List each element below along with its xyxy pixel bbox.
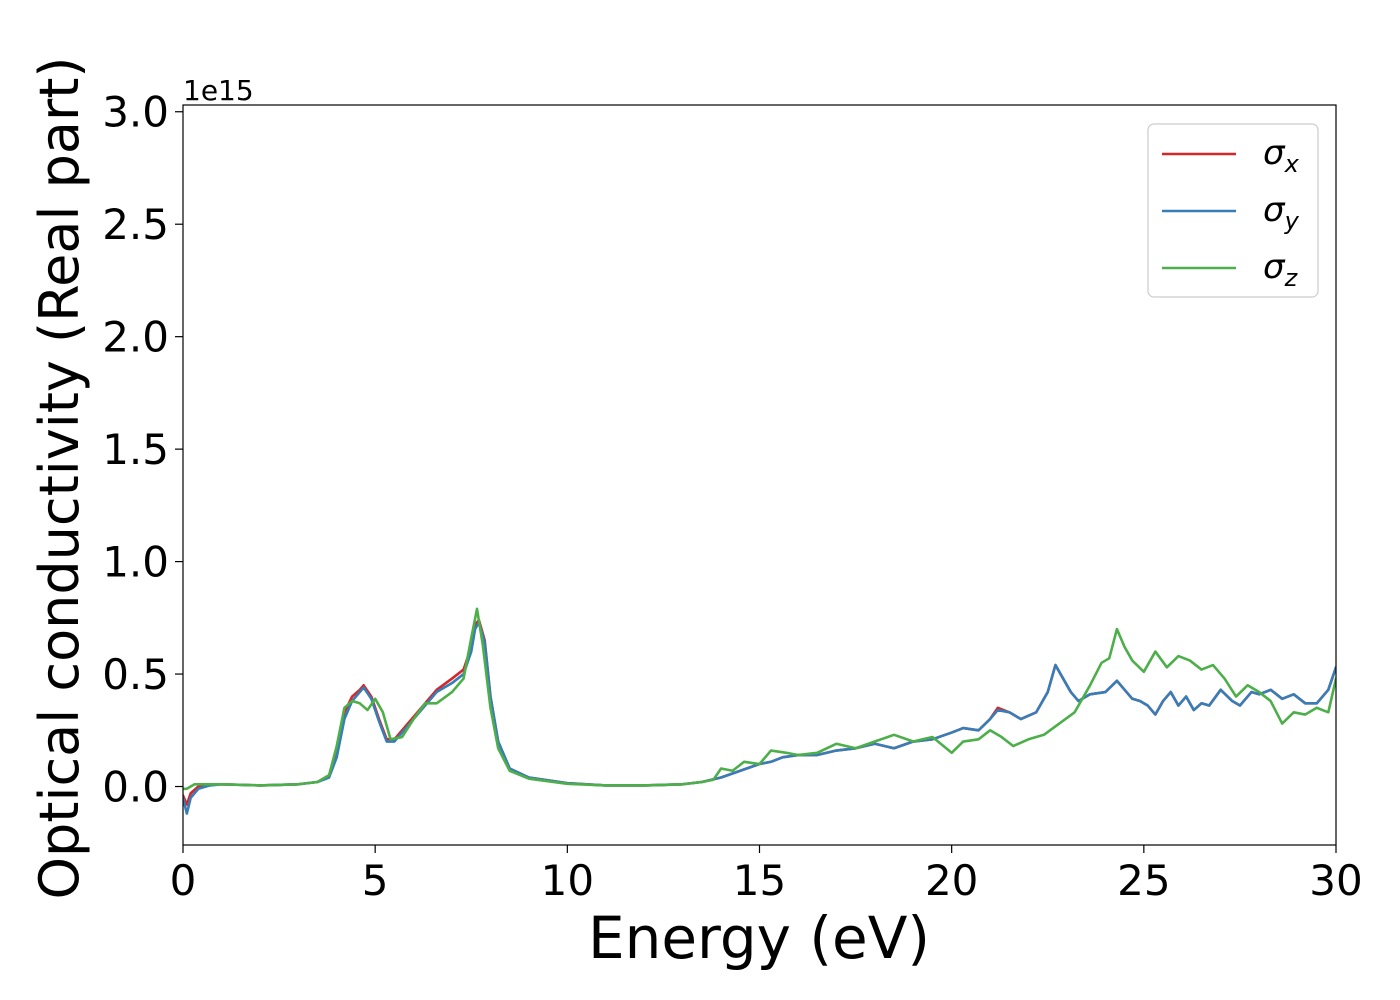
y-axis: 0.0 0.5 1.0 1.5 2.0 2.5 3.0	[102, 88, 183, 812]
x-tick-label: 20	[925, 856, 978, 905]
y-axis-label: Optical conductivity (Real part)	[28, 57, 91, 900]
y-tick-label: 3.0	[102, 88, 169, 137]
legend-symbol: σ	[1263, 247, 1286, 287]
legend-symbol: σ	[1263, 133, 1286, 173]
legend-symbol: σ	[1263, 190, 1286, 230]
y-tick-label: 2.5	[102, 200, 169, 249]
legend-label: σz	[1263, 247, 1299, 292]
legend-subscript: x	[1284, 150, 1300, 178]
x-axis-label: Energy (eV)	[588, 904, 930, 972]
y-tick-label: 1.0	[102, 538, 169, 587]
x-tick-label: 0	[170, 856, 197, 905]
legend-subscript: z	[1284, 264, 1299, 292]
y-tick-label: 2.0	[102, 313, 169, 362]
x-axis: 0 5 10 15 20 25 30	[170, 845, 1363, 905]
legend-label: σy	[1263, 190, 1300, 235]
x-tick-label: 30	[1309, 856, 1362, 905]
legend-label: σx	[1263, 133, 1300, 178]
x-tick-label: 10	[541, 856, 594, 905]
legend-subscript: y	[1284, 207, 1300, 235]
y-tick-label: 0.0	[102, 763, 169, 812]
y-axis-offset-text: 1e15	[183, 74, 254, 107]
x-tick-label: 25	[1117, 856, 1170, 905]
x-tick-label: 15	[733, 856, 786, 905]
y-tick-label: 1.5	[102, 425, 169, 474]
series-layer	[183, 607, 1336, 815]
series-line-2	[183, 621, 1336, 815]
y-tick-label: 0.5	[102, 650, 169, 699]
series-line-3	[183, 607, 1336, 791]
x-tick-label: 5	[362, 856, 389, 905]
